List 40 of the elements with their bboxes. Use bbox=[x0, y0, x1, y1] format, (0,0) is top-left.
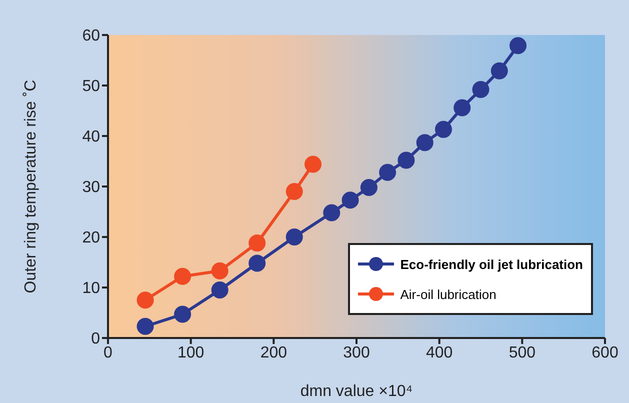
point bbox=[136, 292, 154, 309]
point bbox=[360, 179, 378, 196]
x-tick-label: 300 bbox=[343, 344, 370, 362]
y-tick-label: 50 bbox=[82, 78, 100, 96]
point bbox=[342, 192, 359, 209]
point bbox=[490, 62, 508, 80]
point bbox=[472, 81, 490, 98]
point bbox=[323, 204, 340, 222]
point bbox=[286, 183, 303, 200]
point bbox=[416, 134, 434, 152]
y-tick-label: 60 bbox=[82, 28, 100, 45]
x-tick-label: 0 bbox=[104, 344, 113, 362]
y-tick-label: 20 bbox=[82, 230, 100, 247]
x-tick-label: 100 bbox=[177, 344, 204, 362]
point bbox=[304, 156, 322, 173]
point bbox=[211, 262, 228, 280]
y-tick-label: 0 bbox=[91, 330, 100, 348]
point bbox=[398, 152, 415, 169]
legend-label: Eco-friendly oil jet lubrication bbox=[400, 256, 583, 272]
y-tick-label: 40 bbox=[82, 128, 100, 146]
point bbox=[248, 234, 266, 252]
point bbox=[454, 99, 471, 116]
point bbox=[211, 282, 228, 299]
x-tick-label: 500 bbox=[508, 344, 536, 362]
point bbox=[434, 120, 452, 138]
point bbox=[136, 318, 154, 335]
point bbox=[174, 306, 192, 323]
point bbox=[174, 268, 192, 285]
point bbox=[248, 254, 266, 272]
point bbox=[379, 164, 396, 181]
y-tick-label: 10 bbox=[82, 280, 100, 298]
point bbox=[286, 228, 303, 246]
y-tick-label: 30 bbox=[82, 179, 100, 196]
x-axis-title: dmn value ×10⁴ bbox=[300, 383, 413, 400]
legend-label: Air-oil lubrication bbox=[400, 286, 496, 302]
x-tick-label: 600 bbox=[592, 344, 618, 362]
x-tick-label: 400 bbox=[426, 344, 453, 362]
y-axis-title: Outer ring temperature rise ˚C bbox=[22, 80, 40, 294]
point bbox=[510, 37, 527, 54]
x-tick-label: 200 bbox=[260, 344, 288, 362]
